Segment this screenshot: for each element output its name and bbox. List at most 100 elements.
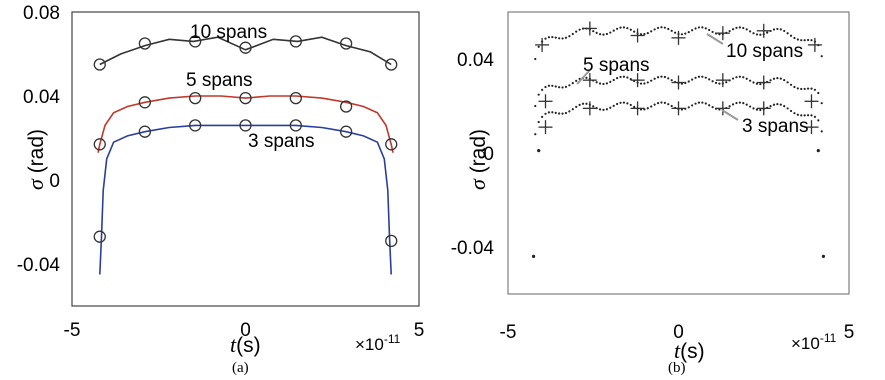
point-5-spans-b (793, 85, 796, 89)
point-5-spans-b (755, 82, 759, 85)
point-3-spans-b (786, 107, 789, 110)
point-3-spans-b (602, 108, 605, 111)
point-3-spans-b (622, 101, 626, 104)
x-tick-5-a: -5 (64, 320, 81, 341)
point-10-spans-b (786, 32, 789, 35)
point-5-spans-b (616, 77, 619, 80)
point-10-spans-b (663, 26, 666, 29)
plus-marker-5-spans-b (671, 75, 686, 90)
series-line-3-spans-a (99, 124, 392, 275)
y-axis-label-symbol-a: σ (23, 178, 48, 190)
point-10-spans-b (728, 29, 731, 33)
point-10-spans-b (806, 38, 810, 42)
x-axis-label-symbol-a: t (230, 332, 237, 357)
marker-3-spans-a (385, 234, 398, 248)
marker-3-spans-a (189, 119, 202, 132)
point-10-spans-b (820, 55, 823, 58)
marker-5-spans-a (289, 91, 302, 105)
point-3-spans-b (537, 120, 540, 124)
point-10-spans-b (653, 28, 656, 31)
point-10-spans-b (534, 57, 537, 61)
point-10-spans-b (561, 37, 564, 40)
point-5-spans-b (687, 80, 690, 83)
point-3-spans-b (793, 112, 796, 115)
point-3-spans-b (749, 105, 752, 108)
point-3-spans-b (609, 106, 612, 109)
series-labels-b: 10 spans 5 spans 3 spans (583, 41, 809, 137)
point-10-spans-b (592, 30, 595, 33)
point-3-spans-b (554, 111, 557, 114)
plus-marker-10-spans-b (756, 23, 771, 38)
marker-10-spans-a (339, 37, 353, 50)
point-3-spans-b (701, 101, 704, 104)
marker-10-spans-a (93, 58, 106, 71)
point-5-spans-b (786, 81, 789, 84)
point-10-spans-b (602, 33, 605, 36)
plus-marker-5-spans-b (804, 94, 819, 109)
point-5-spans-b (568, 84, 571, 87)
point-3-spans-b (745, 103, 748, 106)
point-3-spans-b (541, 115, 544, 118)
point-5-spans-b (656, 76, 660, 79)
outlier-point-b (531, 254, 536, 258)
x-exponent-a: ×10-11 (355, 332, 401, 354)
point-3-spans-b (619, 101, 622, 104)
y-tick-labels-a: -0.04 0 0.04 0.08 (17, 3, 61, 276)
point-3-spans-b (783, 105, 786, 108)
point-10-spans-b (776, 27, 779, 31)
point-3-spans-b (660, 101, 663, 104)
plus-marker-3-spans-b (582, 101, 597, 116)
point-3-spans-b (694, 102, 697, 105)
point-10-spans-b (612, 29, 615, 32)
point-10-spans-b (731, 28, 735, 31)
point-10-spans-b (711, 30, 714, 34)
point-10-spans-b (650, 30, 653, 33)
point-10-spans-b (598, 33, 602, 36)
point-5-spans-b (564, 85, 568, 88)
point-3-spans-b (581, 102, 585, 105)
plus-marker-5-spans-b (630, 73, 645, 88)
point-10-spans-b (643, 33, 646, 36)
outlier-point-b (821, 254, 826, 258)
point-10-spans-b (745, 28, 748, 31)
plus-marker-10-spans-b (630, 28, 645, 43)
plus-marker-3-spans-b (715, 101, 730, 116)
point-3-spans-b (544, 112, 547, 115)
point-3-spans-b (605, 108, 608, 111)
point-10-spans-b (537, 45, 540, 48)
point-10-spans-b (789, 34, 793, 37)
point-3-spans-b (561, 112, 564, 115)
point-3-spans-b (800, 114, 803, 117)
point-5-spans-b (537, 93, 540, 96)
point-10-spans-b (738, 26, 741, 29)
marker-3-spans-a (289, 119, 302, 132)
point-3-spans-b (738, 101, 741, 104)
point-10-spans-b (564, 36, 568, 39)
y-tick-0-a: 0 (49, 171, 60, 192)
point-5-spans-b (783, 78, 786, 82)
series-label-3-spans-b: 3 spans (742, 116, 809, 137)
point-10-spans-b (697, 26, 701, 29)
point-5-spans-b (759, 82, 762, 86)
point-5-spans-b (619, 75, 622, 79)
point-3-spans-b (564, 111, 568, 115)
point-10-spans-b (796, 38, 799, 41)
point-10-spans-b (578, 28, 581, 31)
y-tick-0-04-b: 0.04 (457, 50, 494, 71)
point-10-spans-b (684, 32, 687, 35)
point-5-spans-b (667, 77, 670, 80)
point-3-spans-b (817, 119, 820, 122)
point-5-spans-b (639, 82, 643, 85)
marker-3-spans-a (339, 125, 353, 138)
marker-10-spans-a (189, 35, 202, 48)
point-5-spans-b (650, 79, 653, 82)
point-5-spans-b (800, 87, 803, 91)
point-10-spans-b (708, 28, 711, 32)
point-10-spans-b (551, 35, 554, 39)
point-3-spans-b (742, 102, 745, 105)
point-10-spans-b (605, 32, 608, 36)
point-10-spans-b (800, 39, 803, 42)
series-label-5-spans-b: 5 spans (583, 55, 650, 76)
point-5-spans-b (813, 88, 817, 91)
point-5-spans-b (653, 77, 656, 80)
